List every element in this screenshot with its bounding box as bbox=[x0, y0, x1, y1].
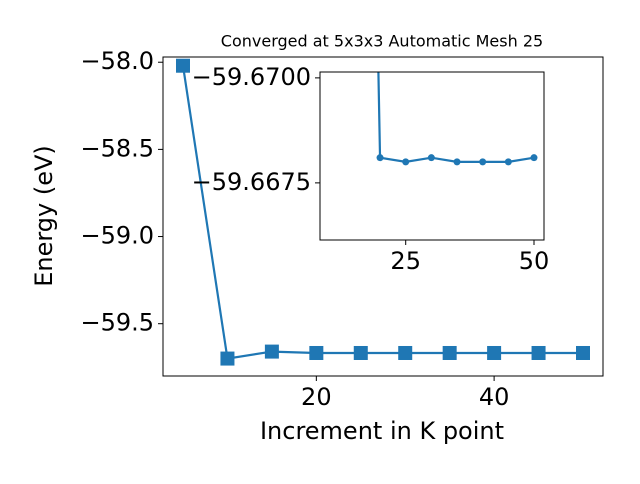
marker bbox=[309, 345, 324, 360]
marker bbox=[176, 58, 190, 73]
marker bbox=[402, 158, 410, 166]
y-tick-label: −59.0 bbox=[80, 222, 154, 250]
marker bbox=[398, 345, 413, 360]
y-axis-label: Energy (eV) bbox=[30, 145, 58, 287]
marker bbox=[442, 345, 457, 360]
x-tick-label: 20 bbox=[301, 383, 332, 411]
marker bbox=[487, 345, 502, 360]
marker bbox=[530, 154, 538, 162]
plot-content bbox=[376, 72, 538, 166]
x-tick-label: 25 bbox=[390, 247, 421, 275]
y-tick-label: −58.0 bbox=[80, 47, 154, 75]
axes-frame bbox=[319, 71, 545, 241]
marker bbox=[479, 158, 487, 166]
marker bbox=[504, 158, 512, 166]
y-tick-label: −59.5 bbox=[80, 309, 154, 337]
marker bbox=[453, 158, 461, 166]
marker bbox=[353, 345, 368, 360]
marker bbox=[264, 344, 279, 359]
series-line bbox=[377, 72, 535, 163]
x-axis-label: Increment in K point bbox=[260, 417, 504, 445]
marker bbox=[376, 154, 384, 162]
y-tick-label: −58.5 bbox=[80, 134, 154, 162]
x-tick-label: 40 bbox=[479, 383, 510, 411]
marker bbox=[427, 154, 435, 162]
plot-content bbox=[176, 58, 590, 366]
y-tick-label: −59.6675 bbox=[192, 168, 311, 196]
axes-frame bbox=[162, 56, 604, 377]
marker bbox=[220, 351, 235, 366]
chart-title: Converged at 5x3x3 Automatic Mesh 25 bbox=[221, 32, 543, 51]
marker bbox=[576, 345, 590, 360]
series-line bbox=[181, 65, 583, 360]
y-tick-label: −59.6700 bbox=[192, 63, 311, 91]
marker bbox=[531, 345, 546, 360]
x-tick-label: 50 bbox=[519, 247, 550, 275]
